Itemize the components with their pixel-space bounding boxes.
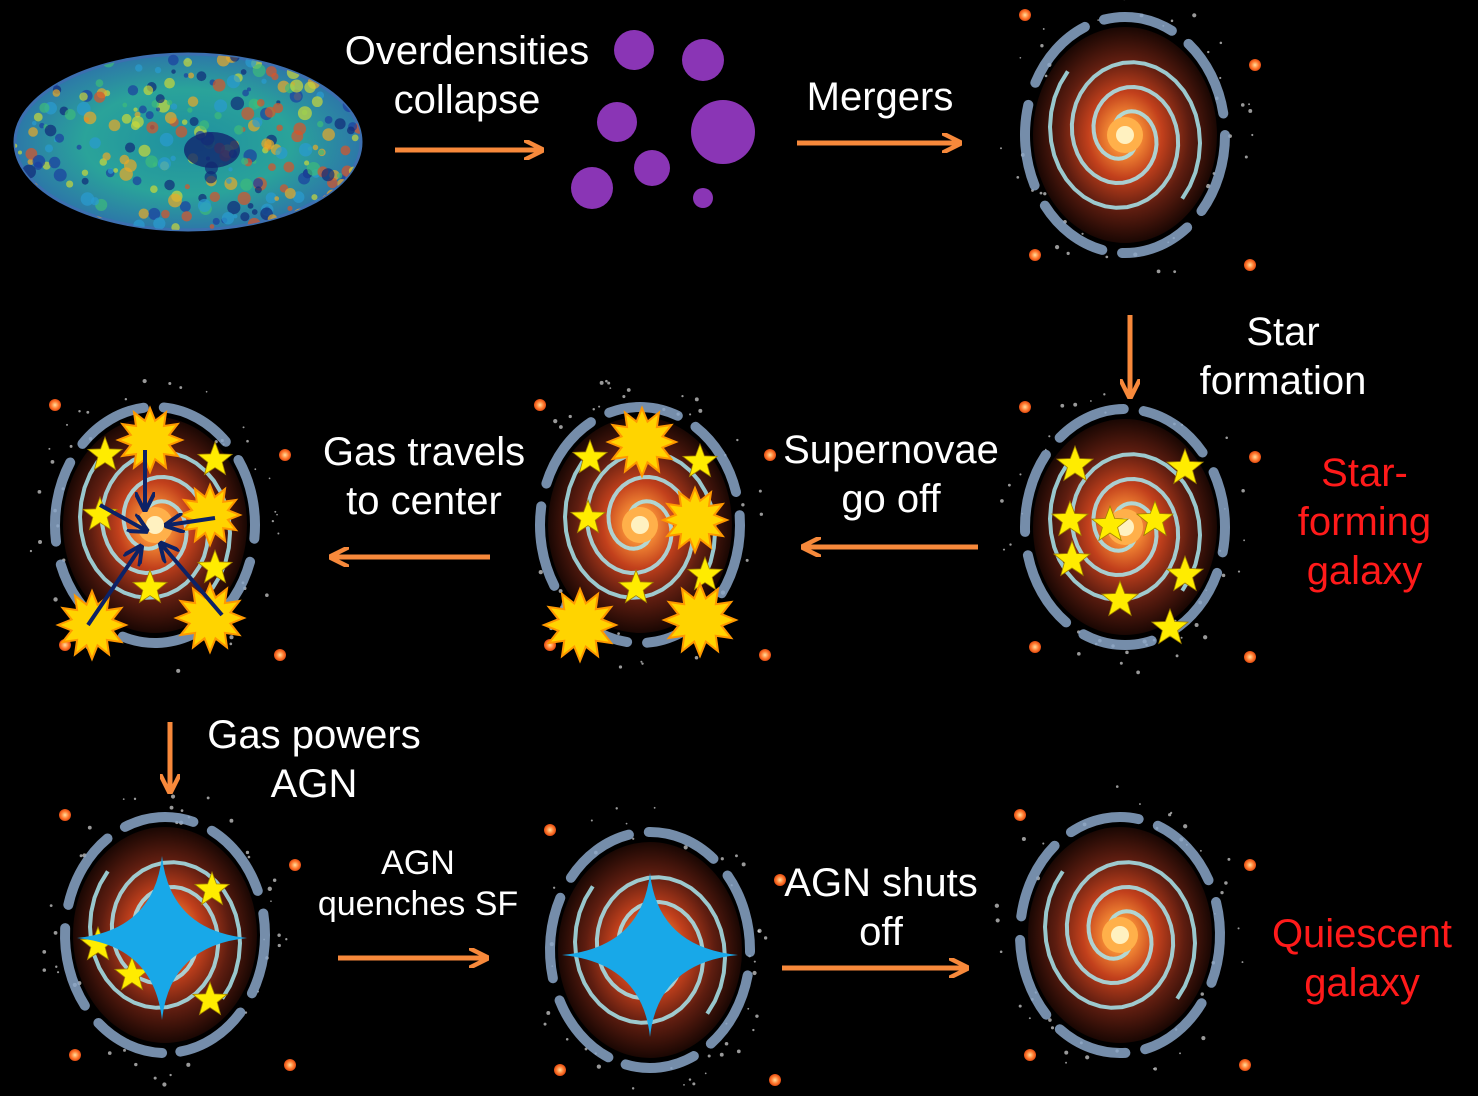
star-icon [617, 568, 655, 604]
label-star-forming-galaxy: Star- forming galaxy [1297, 451, 1432, 593]
star-icon [686, 555, 724, 591]
halo-icon [597, 102, 637, 142]
galaxy-agn-quenching [543, 806, 786, 1090]
gas-inflow-arrow [162, 545, 224, 617]
agn-flare-icon [77, 856, 247, 1020]
star-icon [1050, 499, 1090, 537]
label-supernovae-go-off: Supernovae go off [783, 428, 999, 521]
galaxy-star-forming [1000, 393, 1261, 675]
galaxy-quiescent [994, 785, 1256, 1071]
label-agn-shuts-off: AGN shuts off [784, 861, 978, 954]
label-agn-quenches-sf: AGN quenches SF [317, 844, 519, 924]
supernova-icon [173, 581, 247, 655]
star-icon [681, 442, 719, 478]
halo-icon [691, 100, 755, 164]
star-icon [131, 568, 169, 604]
galaxy-supernovae [534, 379, 776, 669]
label-quiescent-galaxy: Quiescent galaxy [1271, 912, 1453, 1005]
supernova-icon [661, 581, 739, 659]
agn-flare-icon [562, 873, 738, 1037]
star-icon [571, 438, 609, 474]
galaxy-merged [999, 0, 1261, 274]
label-mergers: Mergers [806, 75, 954, 119]
star-icon [1165, 447, 1205, 485]
gas-inflow-arrow [86, 548, 140, 627]
star-icon [196, 440, 234, 476]
star-icon [569, 498, 607, 534]
star-icon [1090, 504, 1130, 542]
star-icon [1150, 607, 1190, 645]
halo-icon [571, 167, 613, 209]
supernova-icon [605, 405, 679, 479]
star-icon [196, 548, 234, 584]
gas-inflow-arrow [99, 503, 145, 530]
star-icon [86, 435, 124, 471]
halo-icon [682, 39, 724, 81]
halo-icon [634, 150, 670, 186]
star-icon [1052, 539, 1092, 577]
star-icon [1165, 554, 1205, 592]
supernova-icon [660, 485, 730, 555]
galaxy-agn-active [42, 794, 301, 1087]
supernova-icon [55, 588, 129, 662]
halo-icon [693, 188, 713, 208]
supernova-icon [541, 586, 619, 664]
label-gas-powers-agn: Gas powers AGN [207, 713, 421, 806]
label-overdensities-collapse: Overdensities collapse [344, 29, 590, 122]
star-icon [1135, 499, 1175, 537]
cmb-sky-map-icon [13, 52, 363, 232]
label-gas-travels-to-center: Gas travels to center [322, 430, 526, 523]
star-icon [1100, 579, 1140, 617]
star-icon [191, 980, 229, 1016]
star-icon [81, 495, 119, 531]
star-icon [193, 870, 231, 906]
galaxy-gas-inflow [29, 379, 291, 673]
star-icon [1055, 444, 1095, 482]
halo-icon [614, 30, 654, 70]
supernova-icon [177, 482, 243, 548]
gas-inflow-arrow [168, 518, 216, 525]
label-star-formation: Star formation [1199, 310, 1367, 403]
supernova-icon [115, 405, 185, 475]
